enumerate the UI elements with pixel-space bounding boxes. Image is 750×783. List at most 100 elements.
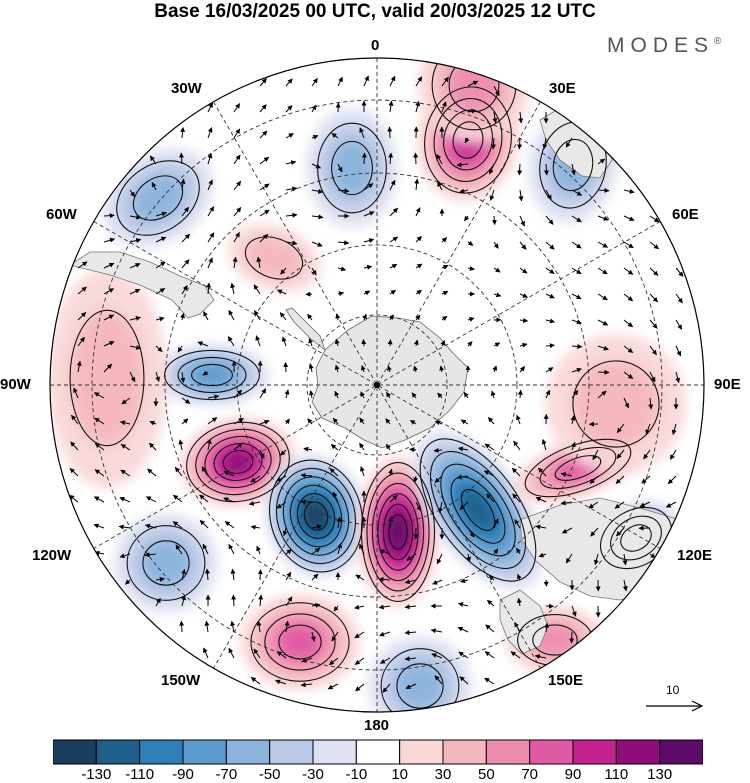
wind-vector xyxy=(204,620,210,633)
wind-vector xyxy=(181,418,189,425)
wind-vector xyxy=(571,267,582,275)
wind-vector xyxy=(332,417,339,425)
streamline-loop xyxy=(289,484,343,548)
wind-vector xyxy=(311,241,323,247)
wind-vector xyxy=(597,158,606,165)
wind-vector xyxy=(311,524,322,530)
wind-vector xyxy=(173,494,183,503)
wind-vector xyxy=(669,449,677,460)
wind-vector xyxy=(233,103,241,113)
wind-vector xyxy=(623,345,634,354)
wind-vector xyxy=(327,683,339,690)
negative-anomaly xyxy=(462,490,494,530)
wind-vector xyxy=(543,163,549,176)
streamline-loop xyxy=(610,515,662,561)
wind-vector xyxy=(649,241,660,250)
wind-vector xyxy=(181,206,190,217)
wind-vector xyxy=(201,466,209,477)
wind-vector xyxy=(484,677,495,685)
wind-vector xyxy=(675,319,683,330)
wind-vector xyxy=(415,314,421,321)
wind-vector xyxy=(570,441,576,451)
streamline-loop xyxy=(440,463,516,557)
wind-vector xyxy=(284,389,290,399)
wind-vector xyxy=(614,501,625,509)
wind-vector xyxy=(493,85,500,97)
wind-vector xyxy=(70,414,79,425)
wind-vector xyxy=(203,647,209,659)
wind-vector xyxy=(649,345,657,356)
colorbar-swatch xyxy=(529,739,574,765)
colorbar-tick-label: 50 xyxy=(477,766,495,783)
colorbar-tick-label: 10 xyxy=(391,766,408,783)
streamline-loop xyxy=(264,613,336,671)
wind-vector xyxy=(285,78,293,87)
wind-vector xyxy=(144,552,157,558)
wind-vector xyxy=(354,657,365,665)
wind-vector xyxy=(459,501,469,510)
colorbar-swatch xyxy=(53,739,97,765)
wind-vector xyxy=(387,365,392,373)
wind-vector xyxy=(328,657,339,666)
wind-vector xyxy=(458,602,469,608)
wind-vector xyxy=(155,371,160,382)
wind-vector xyxy=(257,569,263,581)
wind-vector xyxy=(180,371,186,383)
wind-vector xyxy=(382,683,391,693)
wind-vector xyxy=(310,631,316,642)
wind-vector xyxy=(103,363,113,373)
wind-vector xyxy=(404,579,417,585)
wind-vector xyxy=(124,579,131,585)
wind-vector xyxy=(206,438,212,451)
wind-vector xyxy=(516,597,522,607)
colorbar-swatch xyxy=(312,739,357,765)
wind-vector xyxy=(643,449,651,460)
wind-vector xyxy=(675,371,681,384)
wind-vector xyxy=(615,475,625,484)
wind-vector xyxy=(228,309,235,321)
wind-vector xyxy=(441,237,448,243)
wind-vector xyxy=(415,263,423,269)
wind-vector xyxy=(389,75,396,87)
wind-vector xyxy=(597,187,610,193)
wind-vector xyxy=(129,371,136,383)
wind-vector xyxy=(259,78,267,87)
wind-vector xyxy=(389,236,399,243)
positive-anomaly xyxy=(279,625,321,659)
streamline-loop xyxy=(303,501,329,531)
streamline-loop xyxy=(222,450,254,474)
streamline-loop xyxy=(419,438,537,582)
lon-label-30e: 30E xyxy=(549,80,576,97)
wind-vector xyxy=(103,213,115,219)
wind-vector xyxy=(592,449,599,461)
wind-vector xyxy=(363,238,375,243)
wind-vector xyxy=(544,622,550,633)
wind-vector xyxy=(334,390,340,399)
streamline-loop xyxy=(186,421,290,503)
wind-vector xyxy=(415,235,422,243)
wind-vector xyxy=(388,100,394,113)
wind-vector xyxy=(493,267,501,273)
wind-vector xyxy=(281,336,287,347)
streamline-loop xyxy=(380,648,460,712)
wind-vector xyxy=(389,494,398,503)
wind-vector xyxy=(300,682,313,688)
wind-vector xyxy=(172,521,183,529)
wind-vector xyxy=(233,207,242,217)
wind-vector xyxy=(227,336,235,347)
wind-vector xyxy=(69,494,79,503)
wind-vector xyxy=(486,493,495,503)
wind-vector xyxy=(491,215,497,226)
wind-vector xyxy=(460,419,469,425)
wind-vector xyxy=(623,319,634,328)
wind-vector xyxy=(431,653,443,659)
colorbar-swatch xyxy=(182,739,227,765)
streamline-loop xyxy=(275,467,357,565)
streamline-loop xyxy=(268,459,364,573)
wind-vector xyxy=(355,574,365,581)
wind-vector xyxy=(404,630,417,636)
wind-vector xyxy=(276,289,287,295)
wind-vector xyxy=(77,261,88,269)
wind-vector xyxy=(311,188,324,194)
wind-vector xyxy=(155,236,167,243)
